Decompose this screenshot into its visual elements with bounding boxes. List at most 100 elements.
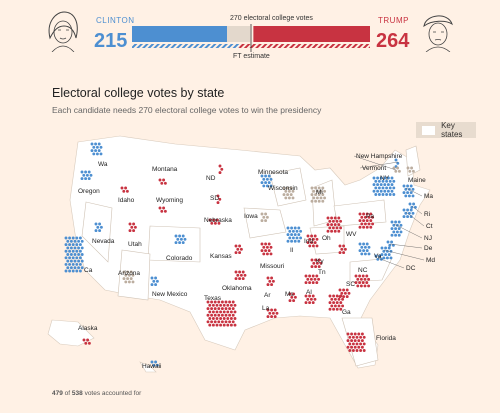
state-label-ga: Ga bbox=[342, 309, 351, 316]
state-dots-pa[interactable] bbox=[358, 212, 375, 229]
vote-dot bbox=[402, 208, 406, 212]
state-dots-sc[interactable] bbox=[338, 288, 351, 299]
state-dots-ca[interactable] bbox=[64, 236, 84, 273]
state-dots-new-hampshire[interactable] bbox=[392, 166, 401, 173]
state-dots-montana[interactable] bbox=[158, 178, 167, 185]
state-dots-alaska[interactable] bbox=[82, 338, 91, 345]
vote-dot bbox=[287, 196, 291, 200]
state-dots-wisconsin[interactable] bbox=[282, 186, 295, 200]
state-dots-nebraska[interactable] bbox=[208, 218, 221, 225]
state-dots-ky[interactable] bbox=[310, 258, 323, 269]
vote-dot bbox=[71, 256, 75, 260]
state-dots-florida[interactable] bbox=[346, 332, 366, 352]
vote-dot bbox=[328, 301, 332, 305]
state-dots-oregon[interactable] bbox=[80, 170, 93, 181]
vote-dot bbox=[346, 339, 350, 343]
vote-dot bbox=[236, 247, 240, 251]
vote-dot bbox=[210, 300, 214, 304]
state-dots-ct[interactable] bbox=[402, 208, 415, 219]
state-dots-iowa[interactable] bbox=[260, 212, 269, 223]
state-dots-ind[interactable] bbox=[306, 234, 319, 248]
state-dots-vermont[interactable] bbox=[394, 158, 400, 169]
vote-dot bbox=[381, 186, 385, 190]
vote-dot bbox=[84, 170, 88, 174]
state-dots-il[interactable] bbox=[286, 226, 303, 243]
state-dots-texas[interactable] bbox=[206, 300, 237, 327]
vote-dot bbox=[358, 281, 362, 285]
vote-dot bbox=[295, 229, 299, 233]
vote-dot bbox=[397, 220, 401, 224]
vote-dot bbox=[122, 277, 126, 281]
vote-dot bbox=[289, 193, 293, 197]
vote-dot bbox=[220, 167, 224, 171]
state-dots-oklahoma[interactable] bbox=[234, 270, 247, 281]
vote-dot bbox=[411, 211, 415, 215]
state-dots-utah[interactable] bbox=[128, 222, 137, 233]
state-dots-sd[interactable] bbox=[216, 194, 222, 205]
vote-dot bbox=[64, 236, 68, 240]
state-dots-arizona[interactable] bbox=[122, 270, 135, 284]
state-dots-minnesota[interactable] bbox=[260, 174, 273, 188]
vote-dot bbox=[317, 186, 321, 190]
footer-suffix: votes accounted for bbox=[82, 390, 142, 397]
state-dots-maine[interactable] bbox=[406, 166, 415, 173]
vote-dot bbox=[260, 212, 264, 216]
vote-dot bbox=[260, 174, 264, 178]
vote-dot bbox=[271, 279, 275, 283]
vote-dot bbox=[73, 253, 77, 256]
state-dots-wa[interactable] bbox=[90, 142, 103, 156]
vote-dot bbox=[231, 313, 235, 317]
state-label-wyoming: Wyoming bbox=[156, 197, 183, 204]
vote-dot bbox=[206, 320, 210, 324]
vote-dot bbox=[356, 284, 360, 288]
state-dots-oh[interactable] bbox=[326, 216, 343, 233]
vote-dot bbox=[129, 270, 133, 274]
state-dots-wv[interactable] bbox=[338, 244, 347, 255]
state-dots-kansas[interactable] bbox=[234, 244, 243, 255]
state-dots-colorado[interactable] bbox=[174, 234, 187, 245]
state-dots-md[interactable] bbox=[380, 246, 393, 260]
state-dots-nd[interactable] bbox=[218, 164, 224, 175]
state-dots-wyoming[interactable] bbox=[158, 206, 167, 213]
vote-dot bbox=[290, 226, 294, 230]
page-subtitle: Each candidate needs 270 electoral colle… bbox=[52, 105, 322, 115]
state-dots-hawaii[interactable] bbox=[150, 360, 159, 367]
state-dots-ar[interactable] bbox=[266, 276, 275, 287]
state-dots-ms[interactable] bbox=[288, 292, 297, 303]
vote-dot bbox=[267, 181, 271, 185]
state-dots-ma[interactable] bbox=[402, 184, 415, 198]
vote-dot bbox=[380, 246, 384, 250]
vote-dot bbox=[266, 308, 270, 312]
vote-dot bbox=[80, 170, 84, 174]
state-dots-ny[interactable] bbox=[372, 176, 396, 196]
vote-dot bbox=[362, 342, 366, 346]
key-states-legend[interactable]: Key states bbox=[416, 121, 476, 139]
leader-line bbox=[393, 223, 423, 239]
vote-dot bbox=[208, 310, 212, 314]
vote-dot bbox=[215, 310, 219, 314]
vote-dot bbox=[238, 270, 242, 274]
vote-dot bbox=[333, 223, 337, 227]
state-label-nj: NJ bbox=[424, 235, 432, 242]
vote-dot bbox=[224, 300, 228, 304]
vote-dot bbox=[284, 196, 288, 200]
vote-dot bbox=[359, 284, 363, 288]
state-dots-nc[interactable] bbox=[354, 274, 371, 288]
state-dots-new-mexico[interactable] bbox=[150, 276, 159, 287]
state-dots-la[interactable] bbox=[266, 308, 279, 319]
state-dots-al[interactable] bbox=[304, 294, 317, 305]
state-dots-missouri[interactable] bbox=[260, 242, 273, 256]
vote-dot bbox=[315, 196, 319, 200]
vote-dot bbox=[374, 193, 378, 196]
state-label-dc: DC bbox=[406, 265, 416, 272]
state-dots-idaho[interactable] bbox=[120, 186, 129, 193]
vote-dot bbox=[260, 242, 264, 246]
state-dots-va[interactable] bbox=[358, 242, 371, 256]
vote-dot bbox=[390, 183, 394, 187]
vote-dot bbox=[314, 193, 318, 197]
vote-dot bbox=[75, 249, 79, 253]
vote-dot bbox=[176, 237, 180, 241]
state-dots-mi[interactable] bbox=[310, 186, 327, 203]
state-dots-nevada[interactable] bbox=[94, 222, 103, 233]
state-dots-tn[interactable] bbox=[304, 274, 321, 285]
